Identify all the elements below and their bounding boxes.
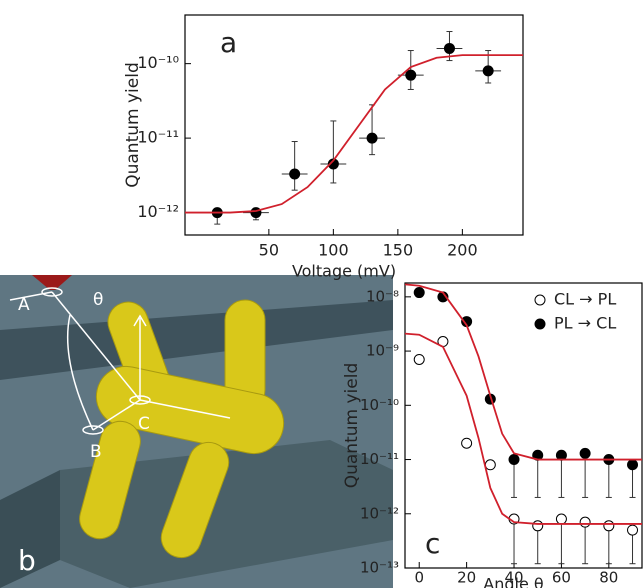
- y-tick-label: 10⁻⁸: [366, 287, 399, 305]
- tip: [32, 275, 72, 290]
- panel-label: b: [18, 544, 36, 577]
- x-tick-label: 150: [383, 241, 414, 260]
- point-label: B: [90, 442, 102, 462]
- legend-label: CL → PL: [554, 290, 616, 309]
- panel-b: A B C θ b: [0, 275, 393, 588]
- fit-line: [405, 283, 642, 461]
- panel-label: c: [425, 527, 440, 560]
- x-tick-label: 50: [259, 241, 279, 260]
- point: [461, 437, 473, 449]
- point: [484, 459, 496, 471]
- angle-label: θ: [93, 290, 103, 310]
- rail: [0, 300, 393, 380]
- x-axis-label: Voltage (mV): [292, 262, 396, 281]
- point: [482, 65, 494, 77]
- series-area: [185, 31, 523, 225]
- slab: [60, 440, 393, 588]
- point-label: C: [138, 414, 150, 434]
- plot: 10⁻¹² 10⁻¹¹ 10⁻¹⁰ 50 100 150 200 Quantum yield V…: [123, 14, 524, 281]
- point: [366, 132, 378, 144]
- y-axis-label: Quantum yield: [342, 363, 362, 489]
- geometry: [9, 287, 231, 435]
- y-tick-label: 10⁻¹¹: [137, 128, 179, 147]
- x-tick-label: 200: [447, 241, 478, 260]
- plot-frame: [404, 282, 643, 569]
- legend-marker: [534, 318, 546, 330]
- point: [603, 520, 615, 532]
- legend-marker: [534, 294, 546, 306]
- point: [405, 69, 417, 81]
- y-tick-label: 10⁻¹²: [137, 202, 179, 221]
- y-tick-label: 10⁻¹⁰: [360, 396, 399, 414]
- x-tick-label: 100: [318, 241, 349, 260]
- y-axis-label: Quantum yield: [123, 62, 143, 188]
- x-tick-label: 80: [599, 569, 618, 587]
- point-label: A: [18, 295, 30, 315]
- legend-label: PL → CL: [554, 314, 616, 333]
- x-axis-label: Angle θ: [483, 575, 543, 588]
- y-tick-label: 10⁻⁹: [366, 342, 399, 360]
- series-area: [405, 283, 642, 565]
- y-tick-label: 10⁻¹⁰: [137, 53, 179, 72]
- point: [532, 520, 544, 532]
- point: [627, 524, 639, 536]
- fit-line: [185, 54, 523, 214]
- point: [579, 516, 591, 528]
- point: [508, 454, 520, 466]
- x-tick-label: 60: [552, 569, 571, 587]
- plot: 10⁻¹³ 10⁻¹² 10⁻¹¹ 10⁻¹⁰ 10⁻⁹ 10⁻⁸ 0 20 40 60 80 Qua…: [342, 282, 643, 588]
- x-tick-label: 40: [504, 569, 523, 587]
- point: [327, 158, 339, 170]
- point: [250, 207, 262, 219]
- point: [289, 168, 301, 180]
- fit-line: [405, 332, 642, 525]
- panel-label: a: [220, 26, 237, 59]
- y-tick-label: 10⁻¹²: [360, 504, 399, 522]
- y-tick-label: 10⁻¹³: [360, 559, 399, 577]
- y-tick-label: 10⁻¹¹: [360, 450, 399, 468]
- point: [579, 447, 591, 459]
- point: [627, 459, 639, 471]
- x-tick-label: 20: [457, 569, 476, 587]
- point: [555, 513, 567, 525]
- x-tick-label: 0: [414, 569, 424, 587]
- slab-side: [0, 470, 60, 588]
- point: [443, 42, 455, 54]
- plot-frame: [184, 14, 524, 236]
- point: [413, 353, 425, 365]
- point: [413, 287, 425, 299]
